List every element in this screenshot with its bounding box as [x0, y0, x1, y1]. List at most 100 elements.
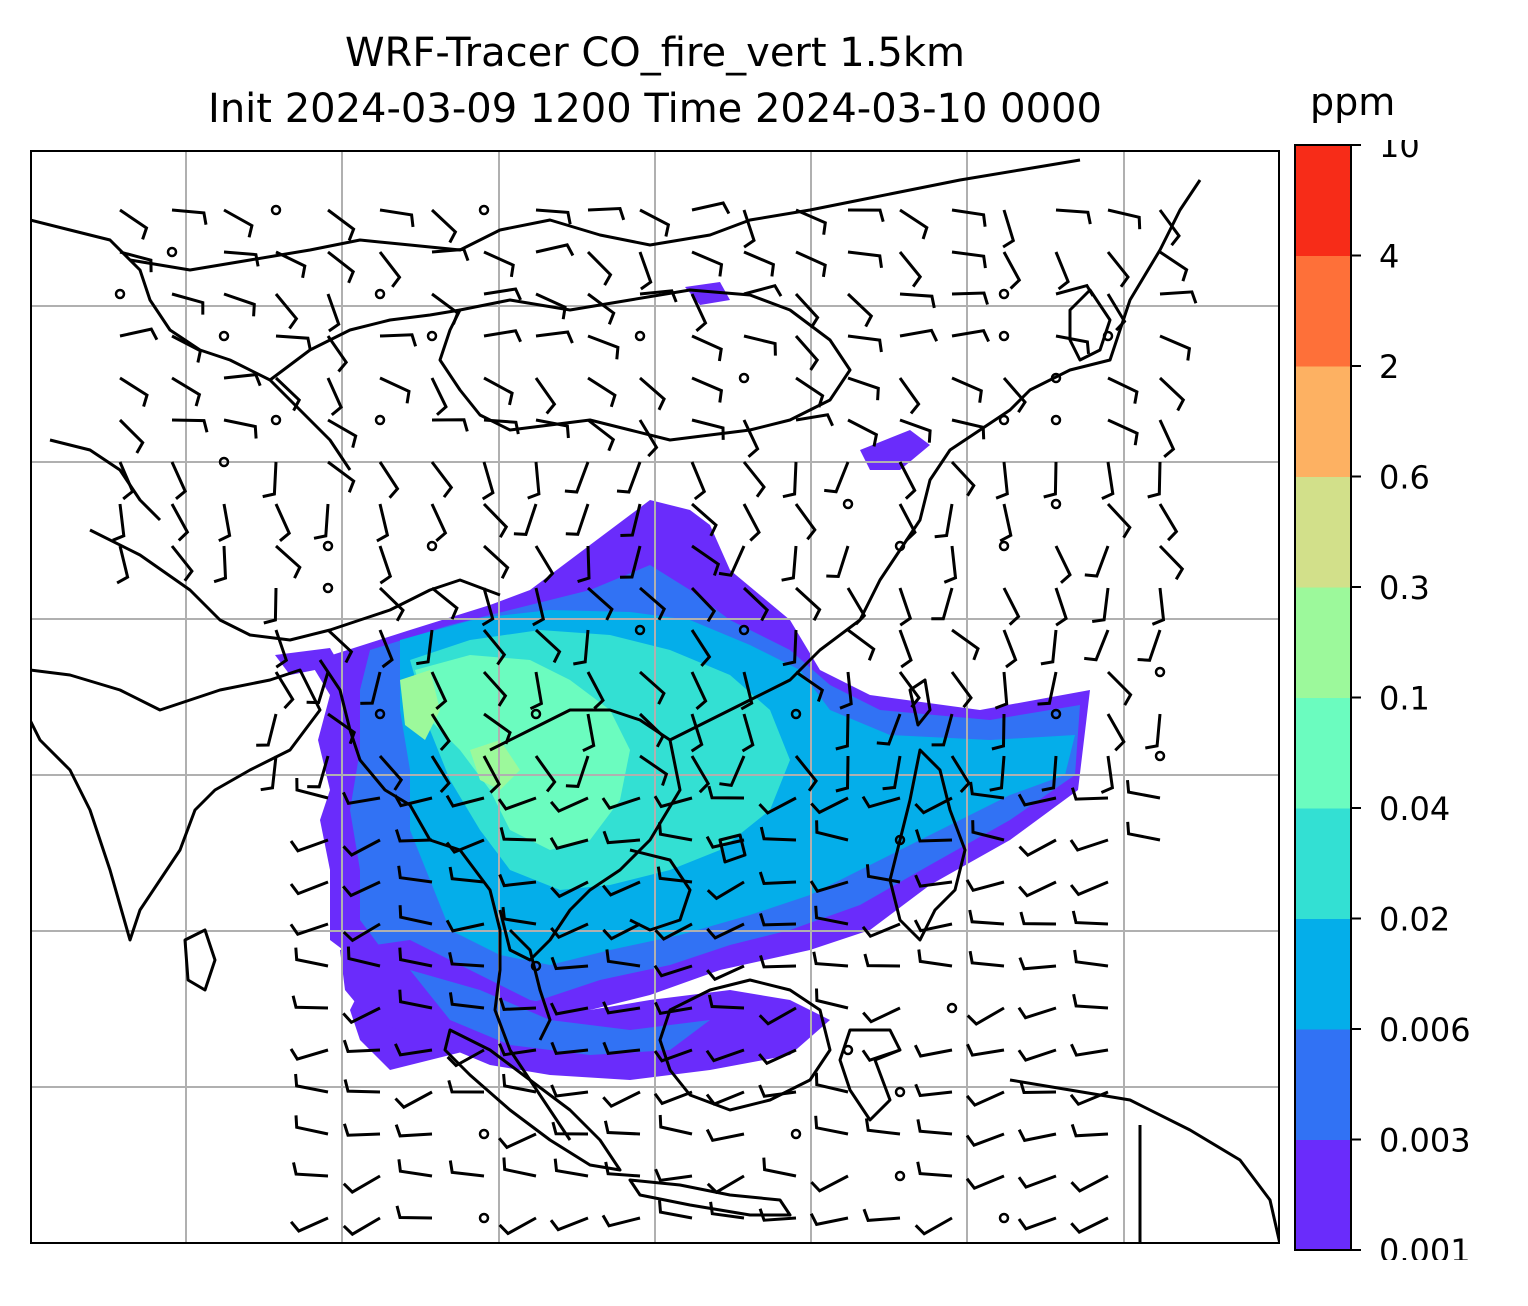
calm-wind-marker — [426, 330, 438, 342]
taiwan — [908, 678, 932, 727]
wind-barb — [498, 1216, 537, 1236]
wind-barb — [968, 950, 1005, 968]
wind-barb — [1107, 208, 1142, 230]
wind-barb — [447, 1079, 485, 1094]
colorbar-tick-label: 0.001 — [1379, 1232, 1471, 1260]
wind-barb — [619, 545, 642, 579]
wind-barb — [483, 250, 515, 278]
wind-barb — [564, 461, 590, 494]
wind-barb — [835, 755, 850, 793]
wind-barb — [639, 376, 666, 411]
wind-barb — [1054, 251, 1070, 291]
wind-barb — [743, 250, 776, 277]
calm-wind-marker — [426, 540, 438, 552]
wind-barb — [586, 250, 613, 286]
wind-barb — [1159, 334, 1192, 361]
wind-barb — [638, 712, 665, 748]
calm-wind-marker — [738, 624, 750, 636]
wind-barb — [742, 461, 766, 498]
wind-barb — [1106, 293, 1127, 332]
wind-barb — [917, 949, 953, 968]
wind-barb — [965, 1090, 1005, 1107]
wind-barb — [535, 243, 575, 257]
wind-barb — [1101, 461, 1115, 500]
wind-barb — [262, 461, 278, 499]
colorbar-unit-label: ppm — [1310, 80, 1396, 124]
wind-barb — [289, 1216, 329, 1233]
colorbar-swatch-0 — [1295, 1139, 1351, 1251]
wind-barb — [275, 250, 307, 279]
calm-wind-marker — [946, 1002, 958, 1014]
wind-barb — [602, 1001, 641, 1015]
calm-wind-marker — [998, 540, 1010, 552]
plume-0.1 — [400, 670, 440, 740]
wind-barb — [1151, 587, 1166, 626]
calm-wind-marker — [894, 1170, 906, 1182]
wind-barb — [379, 376, 411, 404]
philippines — [888, 748, 967, 942]
india-coast — [30, 668, 322, 942]
wind-barb — [898, 587, 913, 627]
calm-wind-marker — [1050, 372, 1062, 384]
wind-barb — [170, 461, 188, 500]
wind-barb — [846, 292, 874, 328]
calm-wind-marker — [218, 456, 230, 468]
colorbar-tick-label: 2 — [1379, 348, 1399, 386]
calm-wind-marker — [1050, 708, 1062, 720]
wind-barb — [498, 1043, 537, 1057]
wind-barb — [931, 713, 954, 747]
wind-barb — [966, 1006, 1005, 1026]
wind-barb — [639, 754, 669, 786]
wind-barb — [430, 377, 448, 416]
wind-barb — [482, 629, 507, 666]
wind-barb — [289, 1048, 329, 1061]
wind-barb — [171, 292, 205, 315]
wind-barb — [707, 994, 745, 1010]
wind-barb — [501, 906, 537, 926]
wind-barb — [342, 791, 381, 805]
wind-barb — [395, 1205, 433, 1220]
wind-barb — [378, 251, 402, 288]
wind-barb — [550, 880, 589, 899]
wind-barb — [119, 376, 149, 408]
wind-barb — [260, 755, 278, 792]
wind-barb — [483, 712, 512, 745]
wind-barb — [639, 208, 671, 237]
wind-barb — [965, 1132, 1005, 1148]
wind-barb — [810, 796, 849, 815]
wind-barb — [218, 503, 232, 543]
wind-barb — [342, 880, 381, 898]
wind-barb — [483, 287, 522, 301]
wind-barb — [916, 1161, 953, 1178]
wind-barb — [431, 418, 469, 432]
wind-barb — [951, 418, 986, 440]
calm-wind-marker — [998, 288, 1010, 300]
wind-barb — [690, 755, 711, 794]
wind-barb — [876, 713, 902, 746]
wind-barb — [898, 629, 913, 669]
wind-barb — [762, 1157, 797, 1178]
wind-barb — [327, 712, 356, 745]
wind-barb — [1070, 1043, 1109, 1057]
wind-barb — [638, 251, 653, 291]
wind-barb — [950, 671, 973, 709]
wind-barb — [294, 947, 329, 968]
calm-wind-marker — [998, 414, 1010, 426]
wind-barb — [743, 283, 783, 297]
calm-wind-marker — [1154, 666, 1166, 678]
wind-barb — [116, 545, 130, 585]
wind-barb — [587, 586, 614, 621]
colorbar-swatch-4 — [1295, 697, 1351, 809]
wind-barb — [549, 1216, 589, 1232]
wind-barb — [795, 376, 825, 408]
wind-barb — [1145, 713, 1162, 750]
mongolia-border — [438, 288, 852, 442]
wind-barb — [864, 1118, 901, 1136]
wind-barb — [839, 671, 853, 710]
wind-barb — [1106, 251, 1130, 288]
wind-barb — [690, 586, 717, 623]
wind-barb — [794, 335, 820, 371]
indochina-coast — [489, 708, 682, 962]
wind-barb — [705, 835, 745, 849]
wind-barb — [171, 208, 208, 225]
